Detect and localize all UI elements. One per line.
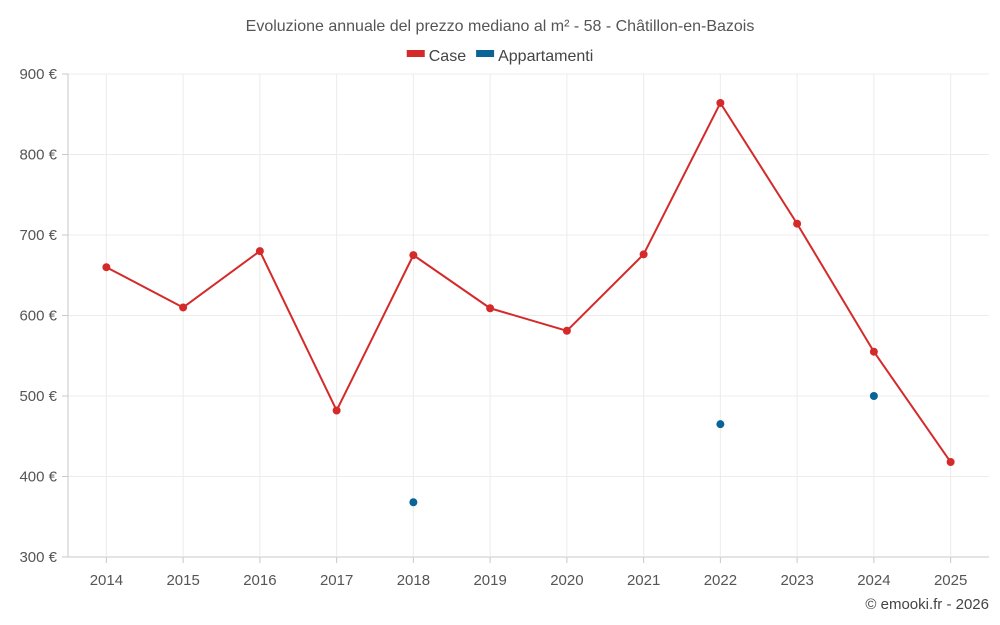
legend-item-case[interactable]: Case: [406, 48, 466, 65]
data-point-case-2020[interactable]: [562, 326, 571, 335]
y-tick-label: 500 €: [19, 388, 57, 405]
chart-title: Evoluzione annuale del prezzo mediano al…: [246, 18, 755, 35]
data-point-appartamenti-2022[interactable]: [716, 420, 725, 429]
legend-label: Appartamenti: [498, 48, 593, 65]
y-tick-label: 700 €: [19, 227, 57, 244]
data-point-case-2018[interactable]: [409, 251, 418, 260]
data-point-case-2025[interactable]: [946, 458, 955, 467]
grid: [68, 73, 989, 558]
x-tick-label: 2017: [320, 572, 353, 589]
x-tick-label: 2024: [857, 572, 890, 589]
legend-label: Case: [429, 48, 466, 65]
legend-item-appartamenti[interactable]: Appartamenti: [476, 48, 593, 65]
series: [102, 98, 955, 507]
data-point-case-2024[interactable]: [869, 347, 878, 356]
data-point-case-2022[interactable]: [716, 98, 725, 107]
data-point-case-2016[interactable]: [255, 247, 264, 256]
x-tick-label: 2021: [627, 572, 660, 589]
y-tick-label: 900 €: [19, 66, 57, 83]
x-tick-label: 2023: [780, 572, 813, 589]
data-point-case-2019[interactable]: [486, 304, 495, 313]
y-tick-label: 600 €: [19, 308, 57, 325]
data-point-case-2015[interactable]: [179, 303, 188, 312]
x-tick-label: 2025: [934, 572, 967, 589]
axes: 300 € 400 € 500 € 600 € 700 € 800 € 900 € 2014 2…: [19, 66, 967, 589]
data-point-appartamenti-2018[interactable]: [409, 498, 418, 507]
x-tick-label: 2022: [704, 572, 737, 589]
legend-swatch: [476, 50, 495, 57]
series-line-case: [105, 101, 952, 463]
x-tick-label: 2016: [243, 572, 276, 589]
data-point-case-2017[interactable]: [332, 406, 341, 415]
data-point-case-2014[interactable]: [102, 263, 111, 272]
x-tick-label: 2020: [550, 572, 583, 589]
y-tick-label: 400 €: [19, 469, 57, 486]
legend: Case Appartamenti: [406, 48, 593, 65]
credit-text: © emooki.fr - 2026: [865, 596, 989, 613]
x-tick-label: 2018: [397, 572, 430, 589]
data-point-case-2023[interactable]: [793, 219, 802, 228]
x-tick-label: 2015: [166, 572, 199, 589]
data-point-case-2021[interactable]: [639, 250, 648, 259]
x-tick-label: 2019: [473, 572, 506, 589]
y-tick-label: 300 €: [19, 549, 57, 566]
y-tick-label: 800 €: [19, 147, 57, 164]
data-point-appartamenti-2024[interactable]: [869, 392, 878, 400]
x-tick-label: 2014: [90, 572, 123, 589]
legend-swatch: [406, 50, 425, 57]
